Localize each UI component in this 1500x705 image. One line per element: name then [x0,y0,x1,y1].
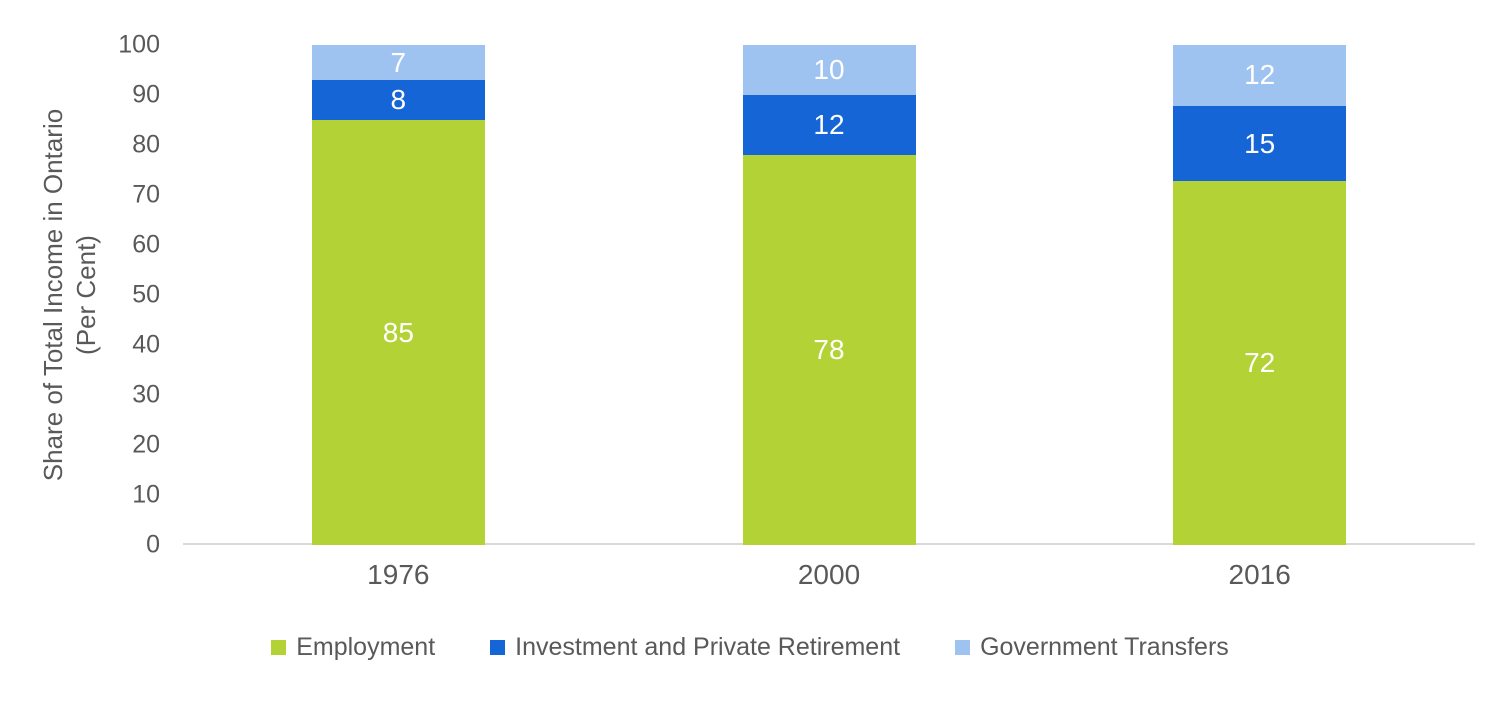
legend-label: Employment [296,633,436,661]
y-tick-label: 0 [146,530,160,559]
y-tick-label: 60 [132,230,160,259]
y-tick-label: 10 [132,480,160,509]
y-tick-label: 50 [132,280,160,309]
legend: Employment Investment and Private Retirem… [0,630,1500,664]
legend-label: Government Transfers [980,633,1229,661]
y-tick-label: 90 [132,80,160,109]
y-axis-tick-labels: 0 10 20 30 40 50 60 70 80 90 100 [0,32,160,557]
bar-segment-label: 12 [1244,59,1276,91]
legend-item: Government Transfers [955,632,1229,662]
bar-segment: 72 [1173,181,1347,545]
y-tick-label: 100 [118,30,160,59]
y-tick-label: 20 [132,430,160,459]
y-tick-label: 40 [132,330,160,359]
x-axis-category-labels: 1976 2000 2016 [183,558,1475,592]
bar-1976: 85 8 7 [311,45,485,545]
legend-swatch-icon [490,639,506,655]
legend-item: Investment and Private Retirement [490,632,900,662]
y-tick-label: 80 [132,130,160,159]
bar-segment: 10 [742,45,916,95]
bar-segment: 12 [742,95,916,155]
bar-segment-label: 15 [1244,127,1276,159]
bar-segment-label: 72 [1244,347,1276,379]
bar-segment: 15 [1173,105,1347,182]
bar-segment-label: 85 [382,316,414,348]
legend-swatch-icon [955,639,971,655]
legend-swatch-icon [271,639,287,655]
bar-2016: 72 15 12 [1173,45,1347,545]
bar-segment-label: 10 [813,54,845,85]
bar-segment: 12 [1173,45,1347,106]
y-tick-label: 70 [132,180,160,209]
x-axis-label-2000: 2000 [797,559,861,590]
bar-segment-label: 78 [813,334,845,365]
x-axis-label-1976: 1976 [367,559,430,590]
plot-area: 85 8 7 78 12 10 72 15 12 [183,45,1475,545]
bar-segment-label: 12 [813,109,845,140]
bar-segment: 7 [311,45,485,80]
legend-label: Investment and Private Retirement [515,633,901,661]
bar-segment: 8 [311,80,485,120]
bar-segment: 78 [742,155,916,545]
x-axis-label-2016: 2016 [1228,559,1291,590]
legend-item: Employment [271,632,435,662]
bar-segment: 85 [311,120,485,545]
bar-2000: 78 12 10 [742,45,916,545]
y-tick-label: 30 [132,380,160,409]
bar-segment-label: 8 [390,84,407,115]
bar-segment-label: 7 [390,46,407,78]
